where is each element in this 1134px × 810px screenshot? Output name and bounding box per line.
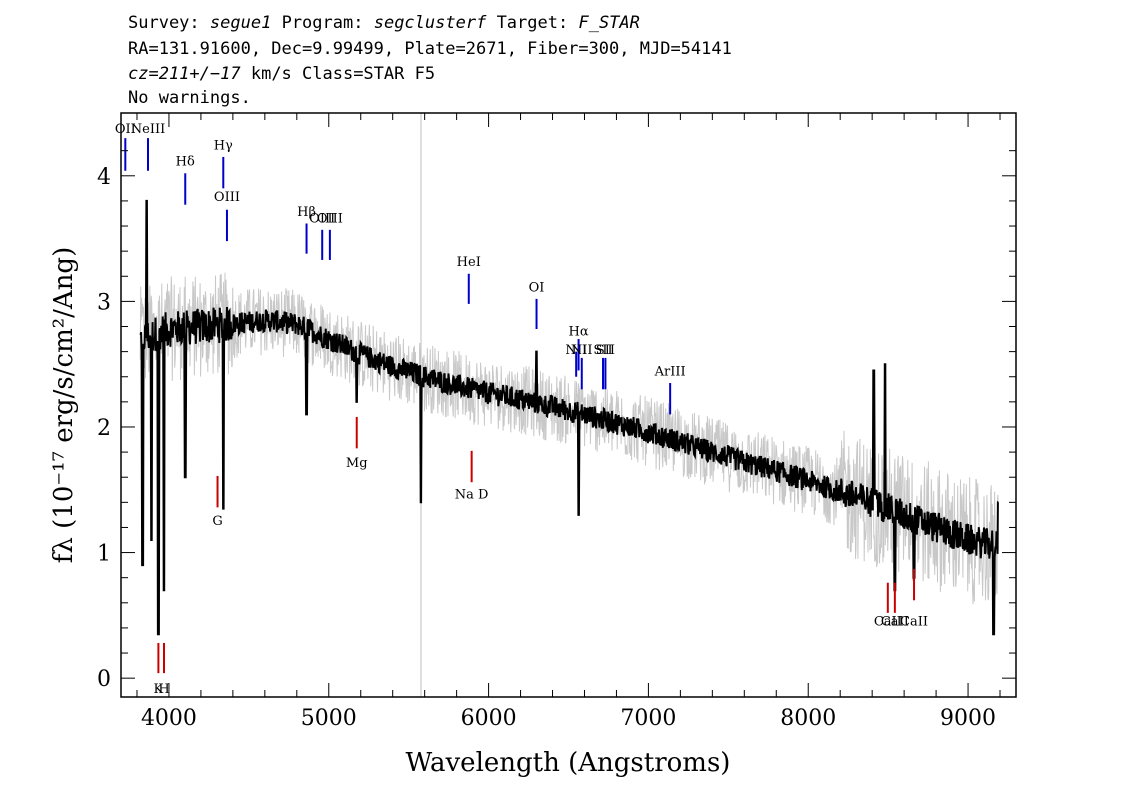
- absorption-line-label: H: [158, 682, 169, 697]
- survey-value: segue1: [210, 13, 271, 33]
- header-line-2: RA=131.91600, Dec=9.99499, Plate=2671, F…: [128, 39, 732, 59]
- emission-line-label: Hδ: [176, 155, 195, 170]
- emission-line-label: NeIII: [131, 122, 165, 137]
- program-label: Program:: [282, 13, 364, 33]
- class-text: km/s Class=STAR F5: [251, 64, 435, 84]
- error-series: [139, 272, 999, 605]
- program-value: segclusterf: [374, 13, 487, 33]
- x-axis-title: Wavelength (Angstroms): [406, 748, 731, 778]
- emission-line-label: OIII: [309, 211, 335, 226]
- emission-line-label: SII: [593, 343, 612, 358]
- flux-series: [139, 199, 999, 636]
- x-tick-label: 9000: [940, 706, 996, 731]
- absorption-line-label: Mg: [346, 456, 368, 471]
- header-line-4: No warnings.: [128, 88, 251, 108]
- emission-line-label: OIII: [317, 211, 343, 226]
- emission-line-label: OIII: [214, 190, 240, 205]
- y-axis-title: fλ (10⁻¹⁷ erg/s/cm²/Ang): [49, 247, 79, 563]
- x-tick-label: 8000: [780, 706, 836, 731]
- emission-line-label: NII: [571, 343, 593, 358]
- x-tick-label: 5000: [301, 706, 357, 731]
- emission-line-label: Hα: [569, 324, 589, 339]
- absorption-line-label: CaII: [881, 614, 909, 629]
- y-tick-label: 2: [97, 416, 111, 441]
- x-tick-label: 4000: [141, 706, 197, 731]
- emission-line-label: ArIII: [654, 364, 686, 379]
- emission-line-label: Hγ: [214, 138, 233, 153]
- y-tick-label: 0: [97, 667, 111, 692]
- emission-line-label: HeI: [457, 255, 481, 270]
- y-tick-label: 3: [97, 290, 111, 315]
- absorption-line-label: K: [154, 682, 164, 697]
- emission-line-label: SII: [596, 343, 615, 358]
- absorption-line-label: G: [212, 514, 222, 529]
- absorption-line-label: Na D: [455, 488, 489, 503]
- emission-line-label: Hβ: [297, 205, 316, 220]
- emission-line-label: OII: [115, 122, 136, 137]
- y-tick-label: 1: [97, 542, 111, 567]
- absorption-line-label: CaII: [874, 614, 902, 629]
- survey-label: Survey:: [128, 13, 200, 33]
- target-value: F_STAR: [578, 13, 639, 33]
- absorption-line-label: CaII: [900, 614, 928, 629]
- x-tick-label: 7000: [620, 706, 676, 731]
- header-line-3: cz=211+/−17 km/s Class=STAR F5: [128, 64, 435, 84]
- target-label: Target:: [497, 13, 569, 33]
- header-line-1: Survey: segue1 Program: segclusterf Targ…: [128, 13, 640, 33]
- redshift-value: cz=211+/−17: [128, 64, 241, 84]
- x-tick-label: 6000: [461, 706, 517, 731]
- emission-line-label: NII: [565, 343, 587, 358]
- y-tick-label: 4: [97, 165, 111, 190]
- plot-area: [139, 113, 999, 697]
- emission-line-label: OI: [529, 280, 545, 295]
- plot-axes: 4000 5000 6000 7000 8000 9000 0 1 2 3 4: [97, 112, 1017, 731]
- plot-frame: [120, 112, 1017, 698]
